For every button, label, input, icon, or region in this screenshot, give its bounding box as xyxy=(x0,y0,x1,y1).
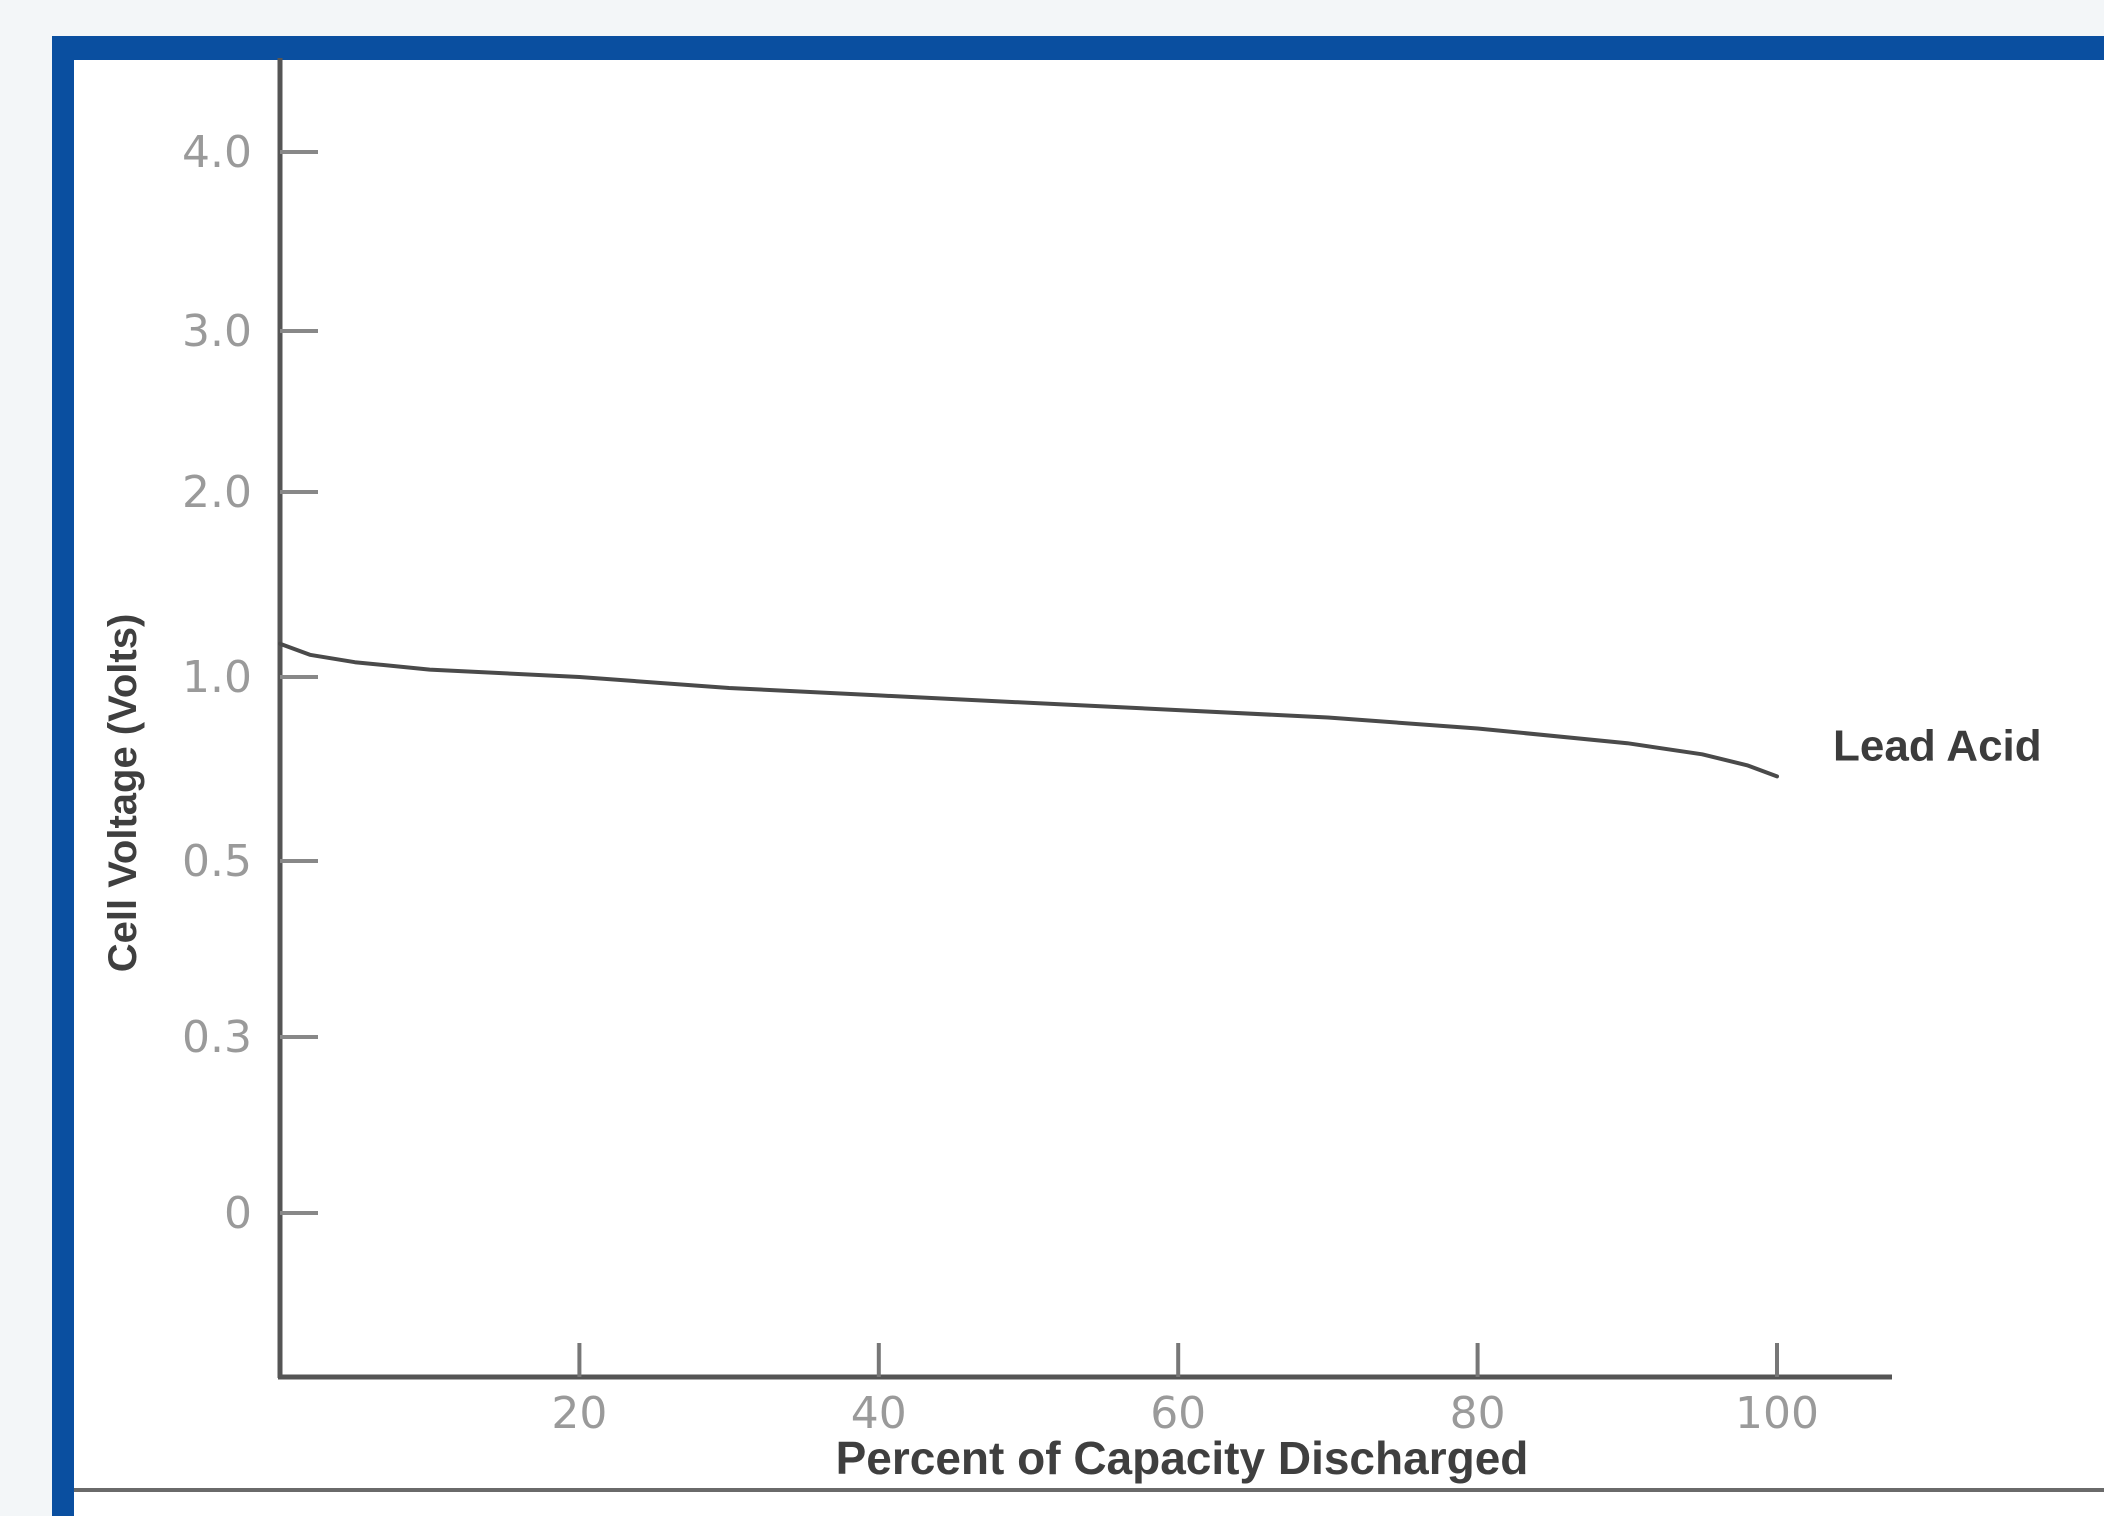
x-tick-label: 80 xyxy=(1450,1388,1506,1439)
y-tick-label: 0.3 xyxy=(182,1012,252,1063)
x-tick-label: 100 xyxy=(1735,1388,1819,1439)
y-axis-ticks: 0 0.3 0.5 1.0 2.0 3.0 4.0 xyxy=(182,127,318,1239)
x-tick-label: 20 xyxy=(551,1388,607,1439)
frame-top-bar xyxy=(52,36,2104,60)
frame-bottom-strip xyxy=(74,1492,2104,1516)
frame-bottom-rule xyxy=(74,1488,2104,1492)
y-tick-label: 4.0 xyxy=(182,127,252,178)
y-tick-label: 2.0 xyxy=(182,467,252,518)
y-tick-label: 1.0 xyxy=(182,652,252,703)
series-layer: Lead Acid xyxy=(278,641,2042,779)
x-axis-title: Percent of Capacity Discharged xyxy=(836,1432,1529,1484)
x-axis-ticks: 20 40 60 80 100 xyxy=(551,1343,1819,1439)
y-tick-label: 0 xyxy=(224,1188,252,1239)
plot-background xyxy=(74,60,2104,1490)
x-tick-label: 60 xyxy=(1150,1388,1206,1439)
y-axis-title: Cell Voltage (Volts) xyxy=(101,614,145,973)
frame-left-bar xyxy=(52,36,74,1516)
y-tick-label: 3.0 xyxy=(182,306,252,357)
y-tick-label: 0.5 xyxy=(182,836,252,887)
series-label: Lead Acid xyxy=(1833,721,2042,770)
x-tick-label: 40 xyxy=(851,1388,907,1439)
series-line xyxy=(278,641,1779,779)
